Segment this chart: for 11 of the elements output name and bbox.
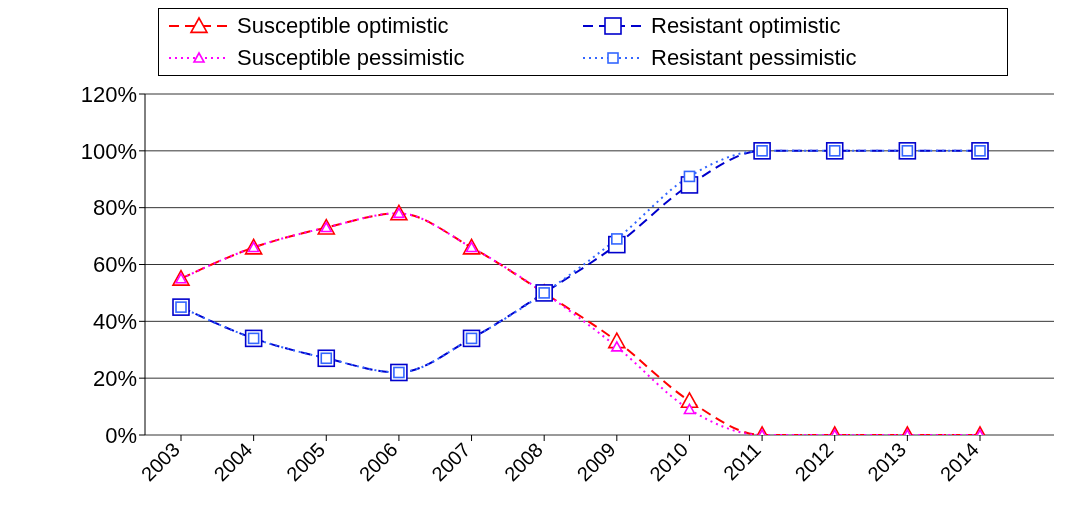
- y-tick-label: 120%: [80, 81, 137, 107]
- y-tick-label: 40%: [92, 309, 137, 335]
- y-tick-label: 100%: [80, 138, 137, 164]
- y-tick-label: 80%: [92, 195, 137, 221]
- legend-label: Resistant optimistic: [651, 13, 841, 39]
- y-tick-label: 20%: [92, 365, 137, 391]
- legend-label: Susceptible optimistic: [237, 13, 449, 39]
- y-tick-label: 0%: [105, 422, 137, 448]
- legend-label: Susceptible pessimistic: [237, 45, 465, 71]
- legend-label: Resistant pessimistic: [651, 45, 857, 71]
- y-tick-label: 60%: [92, 252, 137, 278]
